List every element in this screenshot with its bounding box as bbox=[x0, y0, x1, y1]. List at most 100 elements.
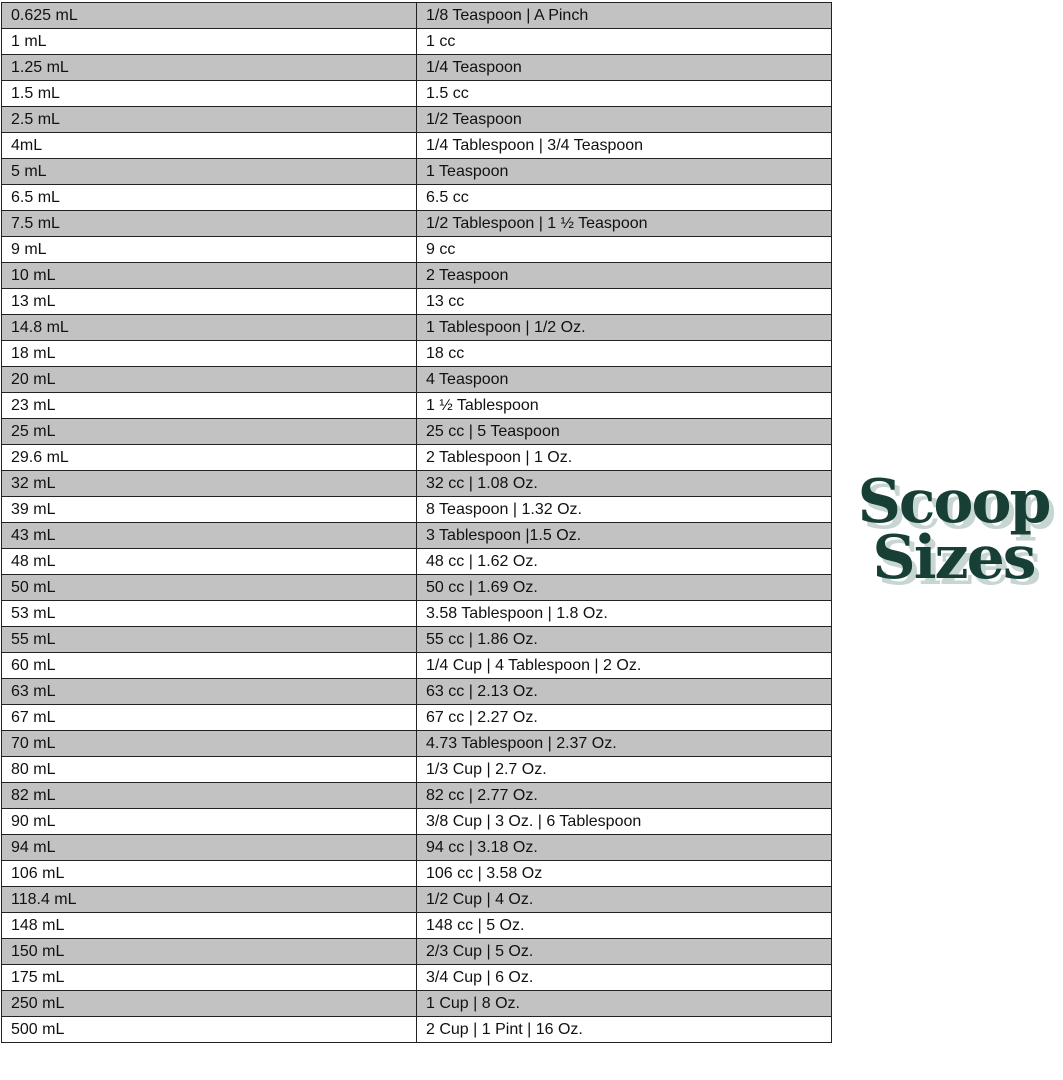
ml-cell: 9 mL bbox=[1, 236, 417, 263]
equivalent-cell: 3/8 Cup | 3 Oz. | 6 Tablespoon bbox=[416, 808, 832, 835]
table-row: 14.8 mL 1 Tablespoon | 1/2 Oz. bbox=[1, 314, 832, 341]
table-row: 80 mL 1/3 Cup | 2.7 Oz. bbox=[1, 756, 832, 783]
table-row: 1.5 mL 1.5 cc bbox=[1, 80, 832, 107]
equivalent-cell: 18 cc bbox=[416, 340, 832, 367]
equivalent-cell: 1 Teaspoon bbox=[416, 158, 832, 185]
ml-cell: 53 mL bbox=[1, 600, 417, 627]
equivalent-cell: 9 cc bbox=[416, 236, 832, 263]
ml-cell: 10 mL bbox=[1, 262, 417, 289]
equivalent-cell: 1/4 Cup | 4 Tablespoon | 2 Oz. bbox=[416, 652, 832, 679]
ml-cell: 4mL bbox=[1, 132, 417, 159]
table-row: 1.25 mL 1/4 Teaspoon bbox=[1, 54, 832, 81]
ml-cell: 94 mL bbox=[1, 834, 417, 861]
equivalent-cell: 3.58 Tablespoon | 1.8 Oz. bbox=[416, 600, 832, 627]
ml-cell: 50 mL bbox=[1, 574, 417, 601]
equivalent-cell: 1 Cup | 8 Oz. bbox=[416, 990, 832, 1017]
equivalent-cell: 94 cc | 3.18 Oz. bbox=[416, 834, 832, 861]
table-row: 48 mL 48 cc | 1.62 Oz. bbox=[1, 548, 832, 575]
equivalent-cell: 13 cc bbox=[416, 288, 832, 315]
ml-cell: 70 mL bbox=[1, 730, 417, 757]
table-row: 7.5 mL 1/2 Tablespoon | 1 ½ Teaspoon bbox=[1, 210, 832, 237]
ml-cell: 6.5 mL bbox=[1, 184, 417, 211]
table-row: 60 mL 1/4 Cup | 4 Tablespoon | 2 Oz. bbox=[1, 652, 832, 679]
table-row: 9 mL 9 cc bbox=[1, 236, 832, 263]
table-row: 4mL 1/4 Tablespoon | 3/4 Teaspoon bbox=[1, 132, 832, 159]
ml-cell: 32 mL bbox=[1, 470, 417, 497]
ml-cell: 1.5 mL bbox=[1, 80, 417, 107]
equivalent-cell: 8 Teaspoon | 1.32 Oz. bbox=[416, 496, 832, 523]
equivalent-cell: 4.73 Tablespoon | 2.37 Oz. bbox=[416, 730, 832, 757]
ml-cell: 82 mL bbox=[1, 782, 417, 809]
ml-cell: 90 mL bbox=[1, 808, 417, 835]
table-row: 50 mL 50 cc | 1.69 Oz. bbox=[1, 574, 832, 601]
equivalent-cell: 1/8 Teaspoon | A Pinch bbox=[416, 2, 832, 29]
table-row: 106 mL 106 cc | 3.58 Oz bbox=[1, 860, 832, 887]
equivalent-cell: 1 cc bbox=[416, 28, 832, 55]
equivalent-cell: 55 cc | 1.86 Oz. bbox=[416, 626, 832, 653]
ml-cell: 23 mL bbox=[1, 392, 417, 419]
ml-cell: 55 mL bbox=[1, 626, 417, 653]
equivalent-cell: 148 cc | 5 Oz. bbox=[416, 912, 832, 939]
table-row: 20 mL 4 Teaspoon bbox=[1, 366, 832, 393]
equivalent-cell: 3 Tablespoon |1.5 Oz. bbox=[416, 522, 832, 549]
equivalent-cell: 82 cc | 2.77 Oz. bbox=[416, 782, 832, 809]
ml-cell: 175 mL bbox=[1, 964, 417, 991]
equivalent-cell: 1/2 Teaspoon bbox=[416, 106, 832, 133]
table-row: 94 mL 94 cc | 3.18 Oz. bbox=[1, 834, 832, 861]
ml-cell: 250 mL bbox=[1, 990, 417, 1017]
equivalent-cell: 4 Teaspoon bbox=[416, 366, 832, 393]
equivalent-cell: 1.5 cc bbox=[416, 80, 832, 107]
equivalent-cell: 106 cc | 3.58 Oz bbox=[416, 860, 832, 887]
equivalent-cell: 25 cc | 5 Teaspoon bbox=[416, 418, 832, 445]
table-row: 6.5 mL 6.5 cc bbox=[1, 184, 832, 211]
equivalent-cell: 1/2 Cup | 4 Oz. bbox=[416, 886, 832, 913]
scoop-size-table: 0.625 mL 1/8 Teaspoon | A Pinch 1 mL 1 cc 1.… bbox=[1, 2, 832, 1043]
table-row: 18 mL 18 cc bbox=[1, 340, 832, 367]
table-row: 5 mL 1 Teaspoon bbox=[1, 158, 832, 185]
ml-cell: 39 mL bbox=[1, 496, 417, 523]
equivalent-cell: 1 ½ Tablespoon bbox=[416, 392, 832, 419]
ml-cell: 1 mL bbox=[1, 28, 417, 55]
table-row: 118.4 mL 1/2 Cup | 4 Oz. bbox=[1, 886, 832, 913]
table-row: 148 mL 148 cc | 5 Oz. bbox=[1, 912, 832, 939]
ml-cell: 25 mL bbox=[1, 418, 417, 445]
table-row: 0.625 mL 1/8 Teaspoon | A Pinch bbox=[1, 2, 832, 29]
table-row: 250 mL 1 Cup | 8 Oz. bbox=[1, 990, 832, 1017]
table-row: 500 mL 2 Cup | 1 Pint | 16 Oz. bbox=[1, 1016, 832, 1043]
ml-cell: 5 mL bbox=[1, 158, 417, 185]
ml-cell: 18 mL bbox=[1, 340, 417, 367]
table-row: 32 mL 32 cc | 1.08 Oz. bbox=[1, 470, 832, 497]
table-row: 23 mL 1 ½ Tablespoon bbox=[1, 392, 832, 419]
equivalent-cell: 1 Tablespoon | 1/2 Oz. bbox=[416, 314, 832, 341]
table-row: 55 mL 55 cc | 1.86 Oz. bbox=[1, 626, 832, 653]
ml-cell: 0.625 mL bbox=[1, 2, 417, 29]
ml-cell: 118.4 mL bbox=[1, 886, 417, 913]
equivalent-cell: 2/3 Cup | 5 Oz. bbox=[416, 938, 832, 965]
equivalent-cell: 67 cc | 2.27 Oz. bbox=[416, 704, 832, 731]
table-row: 175 mL 3/4 Cup | 6 Oz. bbox=[1, 964, 832, 991]
table-row: 150 mL 2/3 Cup | 5 Oz. bbox=[1, 938, 832, 965]
table-row: 1 mL 1 cc bbox=[1, 28, 832, 55]
equivalent-cell: 2 Tablespoon | 1 Oz. bbox=[416, 444, 832, 471]
ml-cell: 7.5 mL bbox=[1, 210, 417, 237]
ml-cell: 500 mL bbox=[1, 1016, 417, 1043]
table-row: 39 mL 8 Teaspoon | 1.32 Oz. bbox=[1, 496, 832, 523]
ml-cell: 29.6 mL bbox=[1, 444, 417, 471]
equivalent-cell: 2 Cup | 1 Pint | 16 Oz. bbox=[416, 1016, 832, 1043]
table-row: 13 mL 13 cc bbox=[1, 288, 832, 315]
table-row: 67 mL 67 cc | 2.27 Oz. bbox=[1, 704, 832, 731]
ml-cell: 48 mL bbox=[1, 548, 417, 575]
equivalent-cell: 6.5 cc bbox=[416, 184, 832, 211]
ml-cell: 60 mL bbox=[1, 652, 417, 679]
table-row: 70 mL 4.73 Tablespoon | 2.37 Oz. bbox=[1, 730, 832, 757]
ml-cell: 80 mL bbox=[1, 756, 417, 783]
equivalent-cell: 2 Teaspoon bbox=[416, 262, 832, 289]
table-row: 53 mL 3.58 Tablespoon | 1.8 Oz. bbox=[1, 600, 832, 627]
equivalent-cell: 50 cc | 1.69 Oz. bbox=[416, 574, 832, 601]
ml-cell: 13 mL bbox=[1, 288, 417, 315]
equivalent-cell: 1/4 Tablespoon | 3/4 Teaspoon bbox=[416, 132, 832, 159]
table-row: 63 mL 63 cc | 2.13 Oz. bbox=[1, 678, 832, 705]
ml-cell: 1.25 mL bbox=[1, 54, 417, 81]
table-row: 90 mL 3/8 Cup | 3 Oz. | 6 Tablespoon bbox=[1, 808, 832, 835]
equivalent-cell: 48 cc | 1.62 Oz. bbox=[416, 548, 832, 575]
